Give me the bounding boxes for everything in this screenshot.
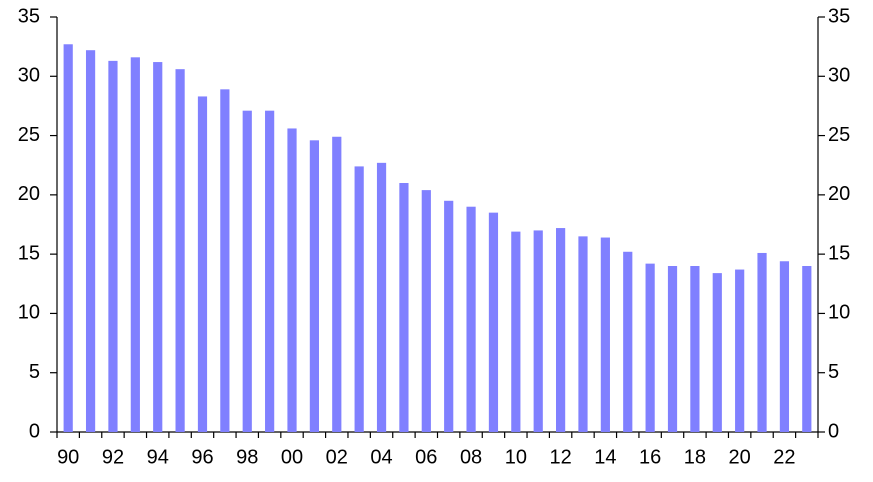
x-tick-label: 22	[773, 446, 795, 468]
y2-tick-label: 5	[828, 361, 839, 383]
x-tick-label: 12	[549, 446, 571, 468]
x-tick-label: 96	[191, 446, 213, 468]
y2-tick-label: 25	[828, 124, 850, 146]
bar	[175, 69, 185, 433]
bar	[242, 110, 252, 433]
bar	[332, 136, 342, 432]
x-tick-label: 06	[415, 446, 437, 468]
x-tick-label: 04	[370, 446, 392, 468]
y2-tick-label: 15	[828, 242, 850, 264]
y-tick-label: 25	[18, 124, 40, 146]
x-tick-label: 10	[505, 446, 527, 468]
bar	[399, 183, 409, 432]
y2-tick-label: 10	[828, 302, 850, 324]
x-tick-label: 94	[147, 446, 169, 468]
x-tick-label: 18	[684, 446, 706, 468]
bar	[108, 60, 118, 432]
x-tick-label: 02	[326, 446, 348, 468]
bar	[354, 166, 364, 432]
x-tick-label: 14	[594, 446, 616, 468]
y-tick-label: 0	[29, 420, 40, 442]
bar	[265, 110, 275, 433]
bar	[197, 96, 208, 432]
bar	[623, 251, 633, 432]
bar	[220, 89, 230, 432]
y2-tick-label: 30	[828, 65, 850, 87]
x-tick-label: 00	[281, 446, 303, 468]
bar	[444, 200, 454, 432]
bar	[488, 212, 499, 432]
x-tick-label: 16	[639, 446, 661, 468]
bar	[757, 252, 767, 432]
y2-tick-label: 0	[828, 420, 839, 442]
x-tick-label: 90	[57, 446, 79, 468]
bar	[63, 44, 73, 433]
bar	[802, 266, 812, 432]
y-tick-label: 15	[18, 242, 40, 264]
bar	[690, 266, 700, 432]
bar	[309, 140, 319, 433]
bar	[153, 62, 163, 433]
bar	[667, 266, 678, 432]
bar	[600, 237, 610, 432]
bar	[712, 273, 722, 432]
x-tick-label: 08	[460, 446, 482, 468]
bar	[376, 162, 387, 433]
bar	[578, 236, 588, 432]
x-tick-label: 20	[729, 446, 751, 468]
bar	[421, 190, 431, 432]
y-tick-label: 30	[18, 65, 40, 87]
y-tick-label: 5	[29, 361, 40, 383]
y-tick-label: 35	[18, 5, 40, 27]
bar	[511, 231, 521, 432]
bar	[735, 269, 745, 432]
x-tick-label: 92	[102, 446, 124, 468]
bar	[556, 228, 566, 432]
bar	[645, 263, 655, 432]
y-tick-label: 20	[18, 183, 40, 205]
x-tick-label: 98	[236, 446, 258, 468]
bar	[287, 128, 297, 432]
bar	[130, 57, 140, 433]
bar	[779, 261, 790, 432]
bar	[466, 206, 476, 432]
bar	[85, 50, 96, 432]
y2-tick-label: 20	[828, 183, 850, 205]
y-tick-label: 10	[18, 302, 40, 324]
bar	[533, 230, 543, 432]
y2-tick-label: 35	[828, 5, 850, 27]
